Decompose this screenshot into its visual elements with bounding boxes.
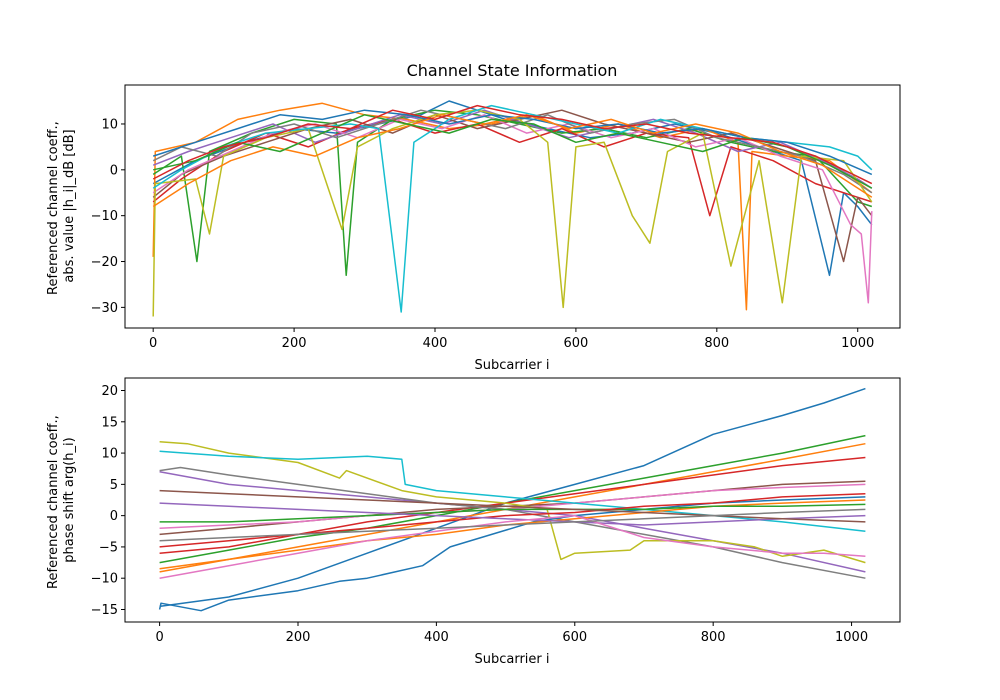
x-tick-label: 600 [563,336,588,351]
y-axis-label-line2: phase shift arg(h_i) [62,437,77,562]
series-line-9 [152,109,873,317]
series-line-13 [153,114,873,189]
x-tick-label: 400 [423,336,448,351]
y-tick-label: −10 [91,209,118,224]
series-line-13 [159,503,866,523]
chart-title: Channel State Information [407,61,618,80]
y-axis-label: Referenced channel coeff., abs. value |h… [46,117,77,295]
x-tick-label: 600 [562,630,587,645]
x-tick-label: 800 [701,630,726,645]
x-tick-label: 1000 [835,630,868,645]
axes-frame [124,377,901,623]
series-line-18 [159,508,866,542]
x-tick-label: 0 [149,336,157,351]
y-tick-label: −5 [99,540,118,555]
x-tick-label: 200 [286,630,311,645]
y-tick-label: −10 [91,572,118,587]
chart-phase: 0 200 400 600 800 1000 −15 −10 −5 0 5 10 15 20 Subcar… [46,377,901,667]
y-tick-label: 0 [110,509,118,524]
y-tick-label: 0 [110,163,118,178]
plot-lines [158,387,866,612]
series-line-15 [159,502,866,526]
x-tick-label: 1000 [841,336,874,351]
y-tick-label: 20 [101,384,118,399]
x-tick-label: 200 [282,336,307,351]
x-axis-label: Subcarrier i [474,358,549,373]
series-line-8 [159,466,866,579]
y-tick-label: 10 [101,447,118,462]
y-axis-label-line1: Referenced channel coeff., [46,121,61,295]
x-axis-label: Subcarrier i [474,652,549,667]
y-axis-label-line2: abs. value |h_i|_dB [dB] [62,129,77,282]
x-tick-label: 800 [704,336,729,351]
plot-lines [152,100,873,317]
tick-group: 0 200 400 600 800 1000 −15 −10 −5 0 5 10 15 20 [91,384,869,645]
y-tick-label: 5 [110,478,118,493]
y-tick-label: 10 [101,117,118,132]
series-line-5 [152,109,873,189]
series-line-14 [159,492,866,548]
series-line-1 [159,387,866,608]
x-axis-label-text: Subcarrier i [474,358,549,373]
x-axis-label-text: Subcarrier i [474,652,549,667]
x-tick-label: 400 [424,630,449,645]
x-tick-label: 0 [155,630,163,645]
series-line-11 [158,496,866,612]
y-axis-label: Referenced channel coeff., phase shift a… [46,411,77,589]
tick-group: 0 200 400 600 800 1000 −30 −20 −10 0 10 [91,117,875,351]
y-tick-label: −20 [91,255,118,270]
series-line-17 [159,514,866,579]
series-line-14 [152,104,873,185]
y-tick-label: −15 [91,603,118,618]
series-line-16 [159,489,866,523]
series-line-8 [152,109,873,194]
y-axis-label-line1: Referenced channel coeff., [46,415,61,589]
y-tick-label: 15 [101,415,118,430]
y-tick-label: −30 [91,301,118,316]
chart-magnitude: Channel State Information 0 200 400 600 800 1… [46,61,901,373]
axes-frame [124,84,901,329]
